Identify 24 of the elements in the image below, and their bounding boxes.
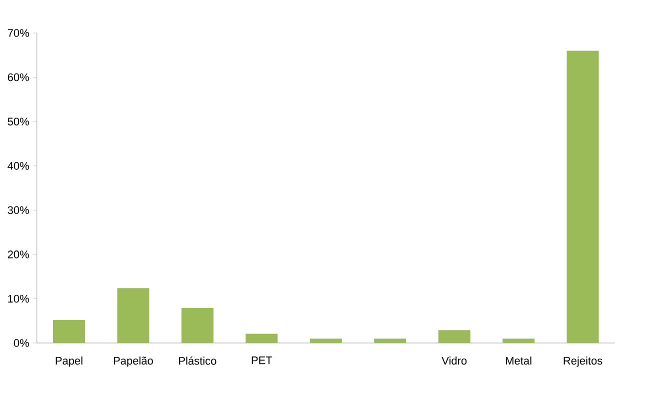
x-tick-label: Vidro	[442, 356, 467, 365]
bar	[310, 338, 342, 343]
x-tick-label: Metal	[506, 356, 532, 365]
bar	[246, 334, 278, 343]
y-tick-label: 70%	[8, 29, 29, 37]
bar	[374, 338, 406, 343]
x-tick-label: PET	[252, 356, 272, 364]
x-tick-label: Rejeitos	[564, 356, 602, 367]
bar	[53, 320, 86, 343]
y-tick-label: 30%	[8, 206, 29, 214]
x-tick-label: Papel	[56, 356, 82, 367]
y-tick-label: 40%	[8, 162, 29, 170]
y-tick-label: 50%	[8, 118, 29, 126]
bar	[502, 338, 535, 343]
x-tick-label: Papelão	[114, 356, 153, 367]
y-tick-label: 10%	[8, 294, 29, 303]
y-tick-label: 20%	[8, 250, 29, 258]
bar	[566, 50, 599, 343]
bar	[181, 308, 214, 343]
y-tick-label: 60%	[8, 73, 29, 82]
bar	[438, 330, 470, 343]
bar	[117, 288, 150, 343]
y-tick-label: 0%	[14, 339, 29, 347]
x-tick-label: Plástico	[179, 356, 216, 365]
